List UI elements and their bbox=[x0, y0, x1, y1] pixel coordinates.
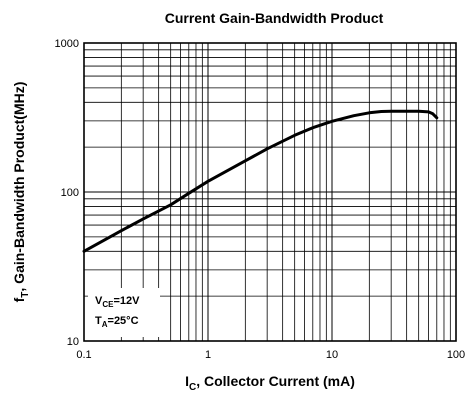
tick-labels: 0.1 1 10 100 10 100 1000 bbox=[55, 38, 466, 361]
chart-title: Current Gain-Bandwidth Product bbox=[165, 10, 384, 26]
x-tick-label: 0.1 bbox=[76, 349, 91, 361]
y-tick-label: 100 bbox=[61, 187, 79, 199]
x-axis-label: IC, Collector Current (mA) bbox=[185, 373, 355, 393]
grid bbox=[84, 43, 456, 341]
y-tick-label: 1000 bbox=[55, 38, 79, 50]
annotation-vce: VCE=12V bbox=[95, 295, 140, 309]
x-tick-label: 100 bbox=[447, 349, 465, 361]
plot-frame bbox=[83, 42, 457, 342]
series-line bbox=[82, 109, 439, 253]
x-tick-label: 10 bbox=[326, 349, 338, 361]
y-tick-label: 10 bbox=[67, 336, 79, 348]
annotation-ta: TA=25°C bbox=[95, 315, 139, 329]
test-conditions-box bbox=[88, 288, 160, 337]
x-tick-label: 1 bbox=[205, 349, 211, 361]
series bbox=[82, 109, 439, 253]
y-axis-label: fT, Gain-Bandwidth Product(MHz) bbox=[11, 82, 31, 303]
